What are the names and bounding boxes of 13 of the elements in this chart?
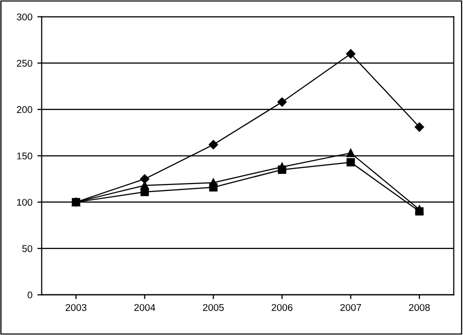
- x-tick-label: 2008: [409, 304, 430, 311]
- y-tick-label: 300: [16, 13, 32, 20]
- y-tick-label: 250: [16, 60, 32, 67]
- x-tick-label: 2006: [272, 304, 292, 311]
- x-tick-label: 2003: [66, 304, 86, 311]
- y-tick-label: 150: [17, 152, 32, 160]
- y-tick-label: 100: [17, 198, 32, 206]
- x-tick-label: 2007: [340, 304, 362, 311]
- y-tick-label: 0: [28, 292, 32, 298]
- y-tick-label: 200: [16, 106, 32, 114]
- y-tick-label: 50: [22, 245, 32, 252]
- x-tick-label: 2005: [203, 304, 224, 311]
- x-tick-label: 2004: [134, 304, 156, 311]
